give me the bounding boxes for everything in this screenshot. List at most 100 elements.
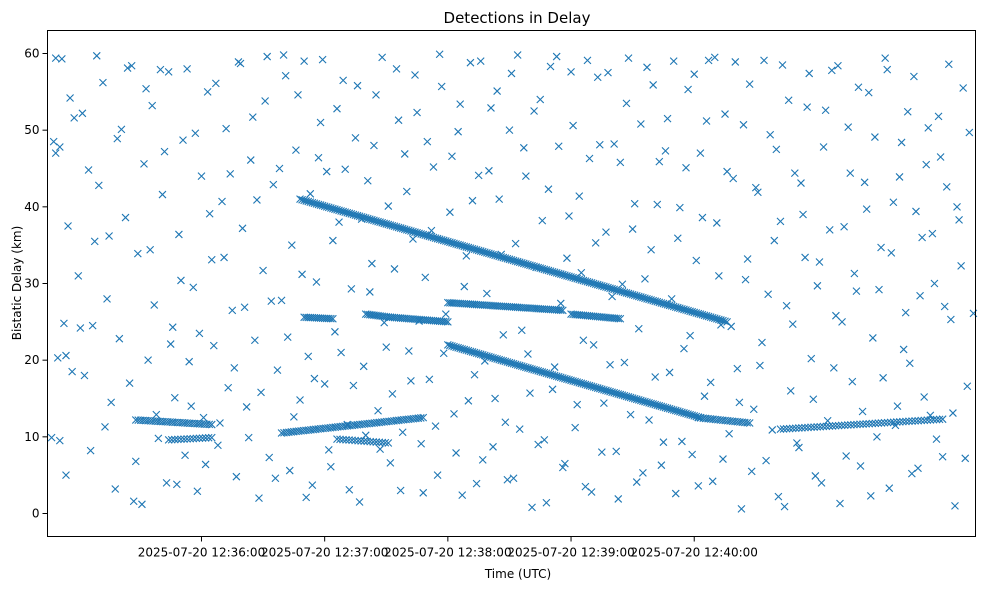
data-point	[345, 485, 354, 494]
data-point	[762, 456, 770, 465]
data-point	[721, 110, 729, 118]
data-point	[242, 403, 251, 411]
data-point	[684, 85, 692, 94]
data-point	[815, 258, 824, 266]
data-point	[920, 416, 929, 425]
data-point	[782, 424, 791, 433]
data-point	[349, 381, 358, 390]
data-point	[795, 443, 803, 452]
data-point	[380, 318, 389, 327]
data-point	[899, 345, 908, 354]
x-tick-label: 2025-07-20 12:40:00	[630, 546, 757, 560]
data-point	[790, 169, 799, 177]
data-point	[170, 435, 179, 444]
data-point	[493, 87, 502, 95]
data-point	[873, 432, 881, 441]
data-point	[710, 53, 719, 62]
data-point	[959, 84, 968, 92]
data-point	[296, 396, 304, 404]
data-point	[661, 146, 670, 155]
data-point	[768, 426, 777, 434]
data-point	[331, 327, 339, 336]
data-point	[680, 344, 688, 353]
y-tick-label: 40	[24, 200, 39, 214]
data-point	[348, 436, 356, 445]
data-point	[886, 418, 895, 427]
data-point	[337, 348, 345, 357]
data-point	[336, 435, 344, 444]
data-point	[871, 419, 880, 428]
data-point	[618, 280, 627, 289]
data-point	[400, 150, 409, 158]
data-point	[452, 449, 460, 457]
data-point	[883, 65, 892, 74]
data-point	[542, 498, 551, 507]
data-point	[745, 419, 754, 427]
data-point	[622, 99, 631, 108]
y-tick-label: 0	[32, 507, 40, 521]
data-point	[353, 81, 362, 90]
data-point	[591, 238, 600, 247]
data-point	[55, 436, 64, 445]
data-point	[563, 254, 571, 263]
data-point	[324, 445, 333, 454]
data-point	[283, 333, 292, 342]
data-point	[152, 410, 161, 419]
data-point	[675, 203, 684, 212]
data-point	[441, 317, 450, 326]
data-point	[917, 416, 926, 425]
x-tick-label: 2025-07-20 12:39:00	[507, 546, 634, 560]
data-point	[304, 352, 313, 361]
data-point	[148, 101, 157, 110]
data-point	[544, 185, 553, 194]
data-point	[571, 423, 580, 432]
data-point	[361, 431, 370, 440]
data-point	[567, 68, 575, 76]
data-point	[269, 180, 278, 189]
data-point	[115, 334, 124, 343]
data-point	[862, 420, 871, 428]
data-point	[634, 324, 643, 333]
data-point	[540, 436, 549, 444]
data-point	[499, 330, 508, 339]
data-point	[343, 420, 352, 429]
data-point	[905, 417, 913, 426]
data-point	[320, 380, 329, 388]
data-point	[827, 66, 836, 75]
data-point	[117, 125, 126, 134]
data-point	[612, 447, 621, 456]
data-point	[448, 152, 456, 161]
data-point	[639, 468, 647, 477]
data-point	[688, 450, 697, 459]
data-point	[368, 259, 376, 268]
data-point	[788, 320, 797, 329]
data-point	[766, 130, 775, 139]
data-point	[513, 51, 522, 59]
data-point	[88, 321, 97, 330]
data-point	[464, 396, 473, 405]
data-point	[53, 353, 62, 362]
data-point	[207, 433, 216, 442]
data-point	[692, 256, 701, 265]
data-point	[185, 357, 194, 366]
data-point	[636, 120, 645, 128]
data-point	[183, 64, 191, 73]
data-point	[70, 114, 79, 122]
data-point	[593, 73, 602, 82]
data-point	[641, 275, 649, 283]
data-point	[560, 459, 569, 468]
data-point	[259, 266, 267, 275]
data-point	[953, 202, 961, 211]
data-point	[702, 117, 711, 125]
data-point	[912, 207, 920, 216]
data-point	[923, 416, 932, 425]
data-point	[357, 437, 366, 445]
data-point	[731, 58, 740, 66]
data-point	[926, 411, 935, 420]
data-point	[651, 373, 660, 381]
data-point	[630, 199, 639, 208]
data-point	[162, 478, 171, 487]
data-point	[850, 269, 859, 278]
data-point	[552, 52, 561, 61]
data-point	[895, 417, 904, 426]
